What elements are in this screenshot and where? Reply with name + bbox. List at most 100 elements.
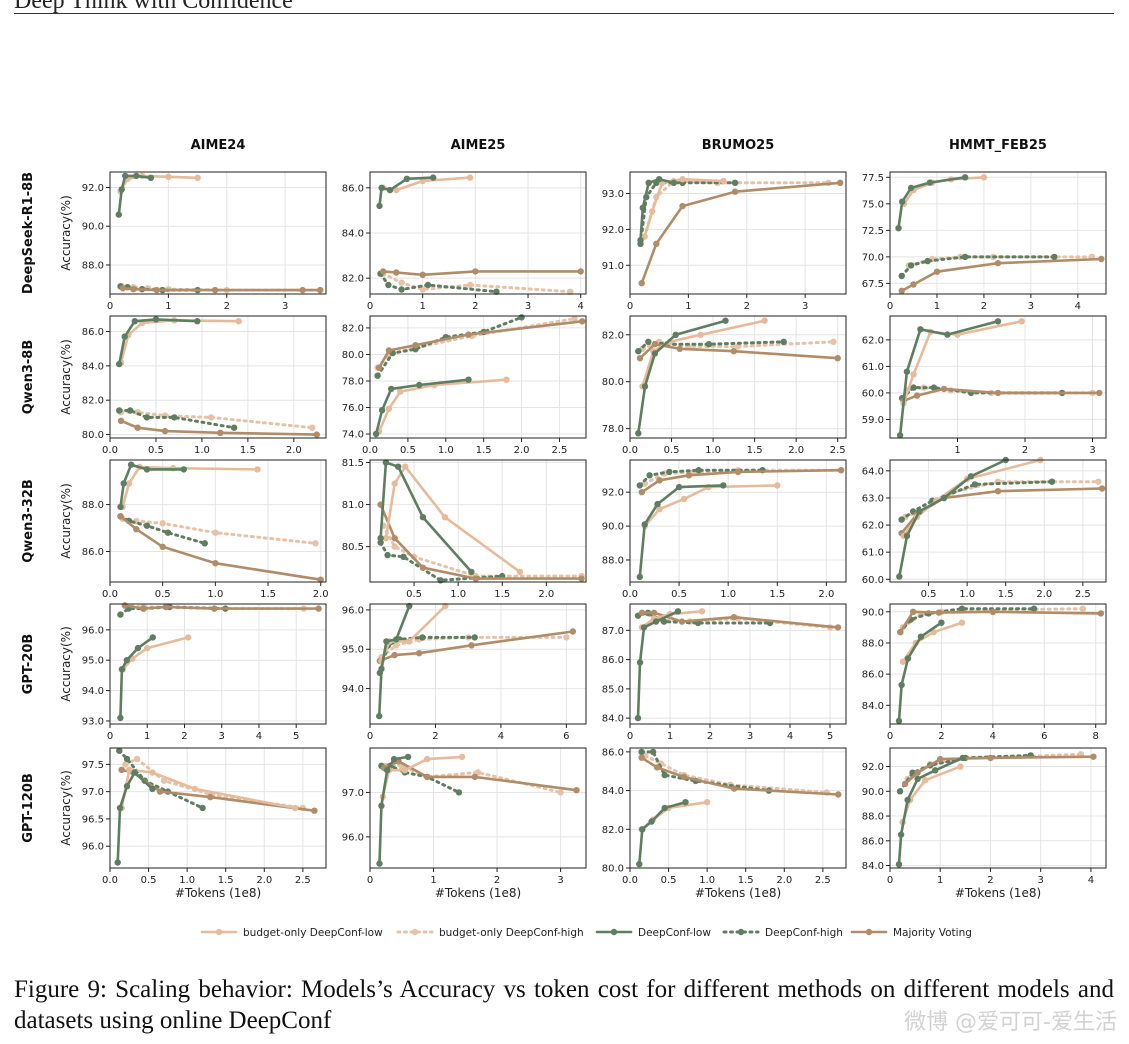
data-point-dl	[378, 802, 385, 809]
data-point-mv	[636, 355, 644, 362]
data-point-dh	[646, 472, 653, 479]
y-tick-label: 96.0	[82, 625, 104, 636]
data-point-dl	[376, 202, 383, 210]
data-point-mv	[653, 240, 660, 247]
data-point-dl	[382, 459, 390, 466]
panel-frame	[109, 171, 327, 295]
data-point-bl	[194, 174, 201, 181]
series-line-bh	[384, 764, 563, 794]
data-point-mv	[994, 389, 1002, 397]
x-tick-label: 1.5	[218, 875, 234, 886]
x-tick-label: 2.0	[514, 445, 530, 456]
data-point-mv	[734, 468, 742, 476]
data-point-mv	[211, 286, 219, 294]
legend-label-dh: DeepConf-high	[765, 927, 843, 939]
x-tick-label: 5	[293, 731, 299, 742]
y-tick-label: 84.0	[82, 361, 104, 372]
data-point-mv	[910, 281, 917, 288]
data-point-dh	[117, 611, 124, 618]
data-point-mv	[901, 780, 909, 788]
y-tick-label: 96.0	[342, 832, 364, 843]
x-tick-label: 1.0	[959, 589, 975, 600]
data-point-dh	[635, 348, 642, 355]
data-point-mv	[989, 608, 997, 615]
data-point-bh	[122, 761, 129, 768]
data-point-mv	[207, 793, 214, 801]
data-point-mv	[133, 526, 140, 533]
data-point-mv	[212, 560, 219, 567]
data-point-dl	[123, 783, 131, 790]
y-tick-label: 75.0	[862, 199, 884, 210]
y-axis-label: Accuracy(%)	[59, 626, 73, 702]
data-point-mv	[465, 331, 472, 338]
data-point-dl	[131, 318, 138, 325]
x-tick-label: 2	[181, 731, 187, 742]
panel-qwen3-8b-hmmt-feb25: 1 2 3 59.0 60.0 61.0 62.0	[862, 315, 1107, 456]
data-point-dl	[384, 767, 391, 774]
data-point-bl	[466, 174, 474, 181]
data-point-bl	[503, 376, 510, 383]
y-tick-label: 93.0	[82, 716, 104, 727]
data-point-dh	[898, 272, 905, 280]
y-tick-label: 82.0	[602, 825, 624, 836]
x-tick-label: 2	[432, 731, 438, 742]
data-point-mv	[678, 618, 686, 625]
data-point-dl	[722, 317, 729, 324]
data-point-mv	[731, 188, 739, 195]
data-point-mv	[937, 755, 944, 763]
data-point-mv	[679, 202, 686, 210]
data-point-bl	[402, 463, 409, 470]
data-point-mv	[419, 564, 427, 571]
x-tick-label: 2.0	[788, 445, 804, 456]
data-point-dh	[123, 755, 131, 763]
y-tick-label: 85.0	[602, 684, 624, 695]
data-point-dh	[1051, 253, 1058, 261]
data-point-bh	[830, 338, 837, 345]
data-point-dl	[194, 318, 201, 325]
running-header: Deep Think with Confidence	[14, 0, 293, 14]
data-point-mv	[569, 628, 577, 635]
data-point-mv	[159, 543, 166, 550]
x-tick-label: 0.5	[671, 589, 687, 600]
data-point-dh	[398, 286, 405, 293]
panel-frame	[629, 459, 847, 583]
x-tick-label: 1	[934, 301, 940, 312]
y-tick-label: 63.0	[862, 493, 884, 504]
y-tick-label: 80.0	[602, 377, 624, 388]
data-point-dh	[898, 516, 905, 523]
series-line-bl	[121, 465, 259, 509]
data-point-dl	[675, 483, 683, 491]
data-point-bh	[571, 315, 578, 322]
data-point-dl	[641, 521, 648, 528]
series-line-bl	[640, 610, 704, 629]
x-tick-label: 0.0	[102, 589, 118, 600]
panel-frame	[629, 603, 847, 725]
data-point-bl	[1018, 318, 1025, 325]
y-tick-label: 86.0	[602, 655, 624, 666]
x-tick-label: 1	[937, 875, 943, 886]
data-point-dh	[400, 553, 407, 560]
data-point-bl	[126, 766, 133, 773]
y-tick-label: 96.0	[342, 605, 364, 616]
x-tick-label: 2.0	[818, 589, 834, 600]
data-point-dl	[180, 466, 187, 473]
data-point-dl	[967, 473, 975, 480]
data-point-mv	[472, 575, 479, 582]
series-line-dl	[117, 174, 153, 216]
column-title-aime25: AIME25	[451, 138, 506, 153]
x-tick-label: 0.5	[148, 445, 164, 456]
data-point-dl	[720, 482, 727, 489]
series-line-bl	[901, 621, 964, 663]
column-title-brumo25: BRUMO25	[702, 138, 775, 153]
y-tick-label: 91.0	[602, 261, 624, 272]
data-point-dl	[903, 532, 911, 540]
data-point-dl	[377, 535, 384, 542]
x-tick-label: 1.0	[705, 445, 721, 456]
data-point-dh	[385, 281, 392, 289]
data-point-dl	[637, 237, 644, 244]
data-point-dh	[910, 384, 917, 391]
panel-frame	[889, 747, 1107, 869]
data-point-mv	[153, 286, 160, 294]
data-point-mv	[577, 268, 584, 275]
data-point-mv	[315, 605, 322, 612]
